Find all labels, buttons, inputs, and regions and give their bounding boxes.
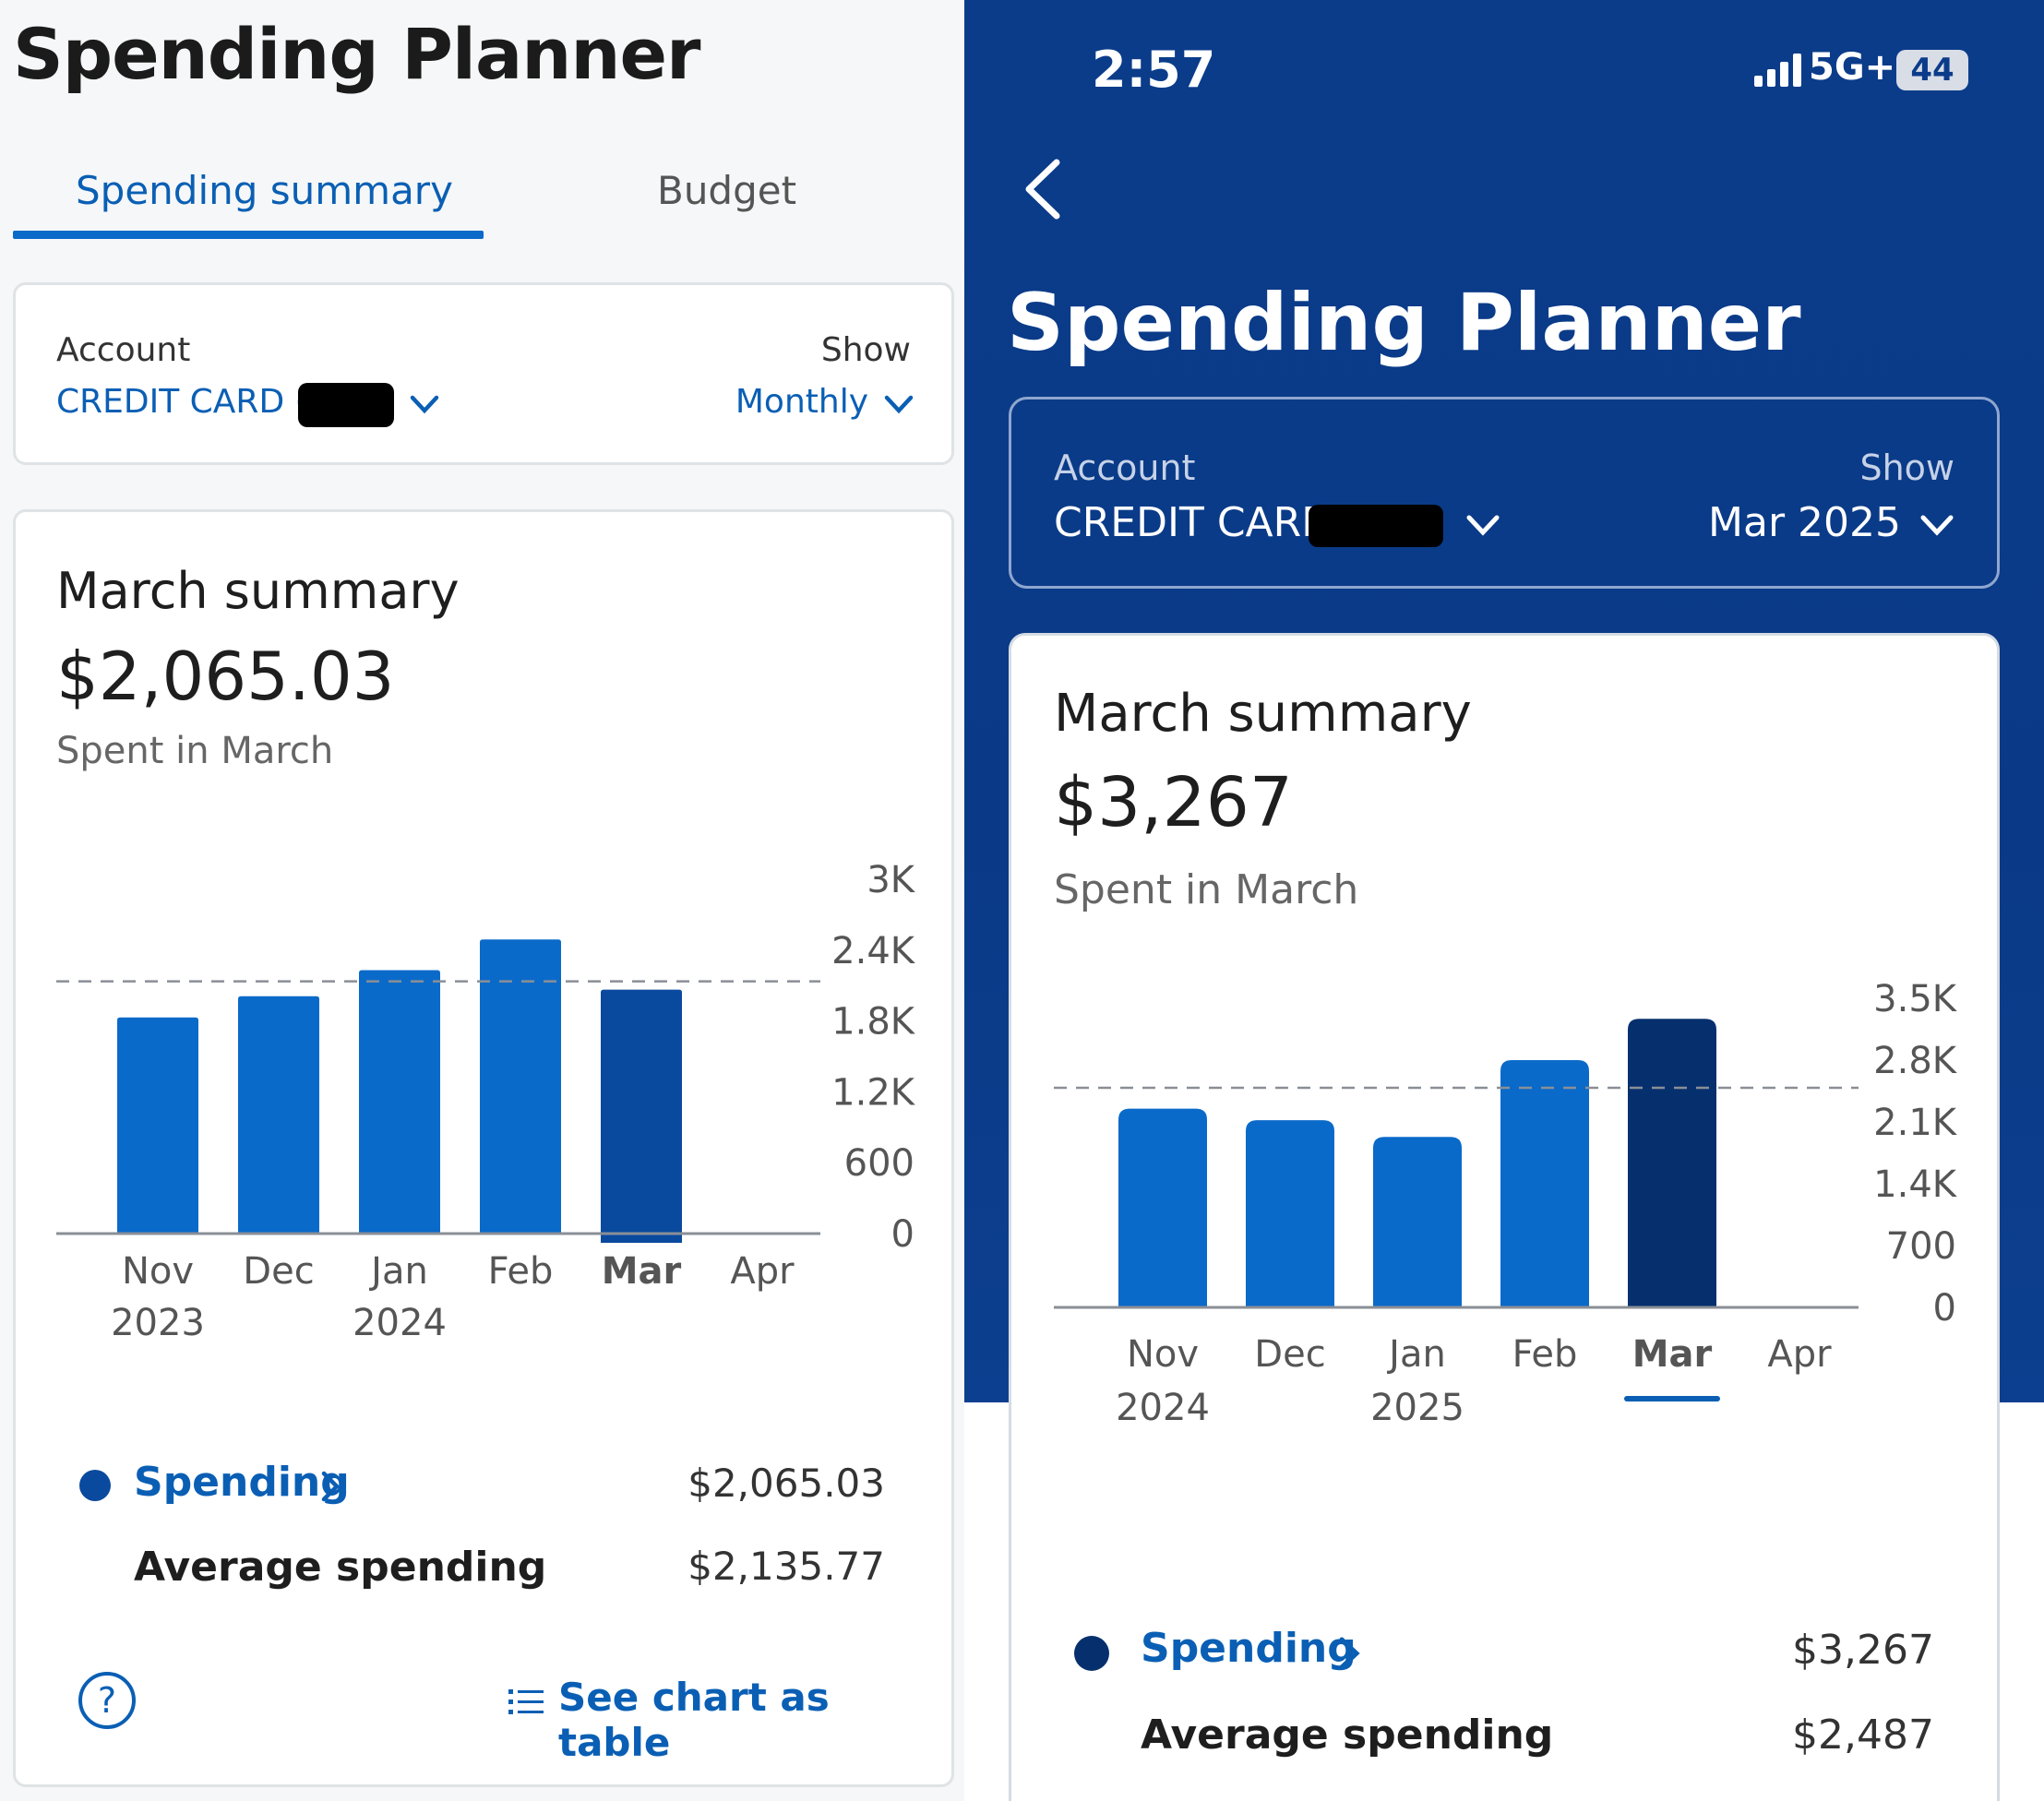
active-tab-indicator — [13, 231, 484, 239]
spending-label: Spending — [1141, 1625, 1357, 1672]
bar-selected — [1628, 1019, 1716, 1307]
chevron-down-icon — [410, 395, 439, 414]
summary-amount: $2,065.03 — [56, 638, 395, 715]
spending-legend-dot — [79, 1470, 111, 1501]
bar — [359, 970, 440, 1234]
y-tick-label: 2.4K — [831, 930, 916, 972]
show-dropdown[interactable]: Mar 2025 — [1678, 499, 1954, 555]
chevron-right-icon — [1339, 1637, 1360, 1670]
y-tick-label: 0 — [1933, 1287, 1956, 1330]
bar-selected — [601, 989, 682, 1243]
spending-bar-chart: 3.5K 2.8K 2.1K 1.4K 700 0 Nov 2024 Dec Jan 2025 Feb… — [1054, 978, 1958, 1429]
chevron-down-icon — [1466, 515, 1500, 536]
x-tick-label: Dec — [1254, 1333, 1325, 1376]
bar — [1118, 1108, 1207, 1307]
account-dropdown[interactable]: CREDIT CARD ( — [1054, 499, 1534, 555]
x-tick-label: Mar — [602, 1250, 682, 1293]
x-tick-label: Nov — [1127, 1333, 1199, 1376]
summary-amount: $3,267 — [1054, 763, 1293, 842]
spending-label: Spending — [134, 1459, 350, 1506]
summary-subtitle: Spent in March — [1054, 866, 1359, 913]
x-tick-label: Feb — [488, 1250, 554, 1293]
average-value: $2,135.77 — [687, 1544, 885, 1589]
account-label: Account — [56, 331, 191, 369]
x-tick-label: Nov — [122, 1250, 194, 1293]
show-label: Show — [820, 331, 911, 369]
average-value: $2,487 — [1792, 1712, 1934, 1759]
question-circle-icon[interactable]: ? — [77, 1670, 137, 1731]
show-value: Mar 2025 — [1708, 499, 1901, 546]
account-value: CREDIT CARD (.. — [56, 383, 329, 421]
bar — [480, 939, 561, 1234]
signal-icon — [1754, 54, 1801, 87]
spending-bar-chart: 3K 2.4K 1.8K 1.2K 600 0 Nov 2023 Dec Jan 2024 Feb Ma… — [56, 859, 916, 1344]
account-dropdown[interactable]: CREDIT CARD (.. — [56, 383, 444, 435]
summary-title: March summary — [1054, 684, 1472, 744]
see-chart-as-table-link[interactable]: See chart as table — [508, 1675, 896, 1765]
x-tick-label: 2024 — [1116, 1387, 1210, 1429]
average-label: Average spending — [134, 1544, 547, 1591]
y-tick-label: 700 — [1886, 1225, 1956, 1268]
bar — [1246, 1120, 1334, 1307]
x-tick-label: Mar — [1632, 1333, 1713, 1376]
summary-subtitle: Spent in March — [56, 730, 334, 772]
y-tick-label: 1.2K — [831, 1071, 916, 1114]
bar — [1373, 1137, 1462, 1307]
mobile-panel: 2:57 5G+ 44 Spending Planner Account CRE… — [964, 0, 2044, 1801]
chevron-down-icon — [884, 395, 914, 414]
average-label: Average spending — [1141, 1712, 1554, 1759]
x-tick-label: 2024 — [353, 1302, 447, 1344]
x-tick-label: Dec — [243, 1250, 314, 1293]
x-tick-label: 2025 — [1370, 1387, 1464, 1429]
filter-card: Account CREDIT CARD ( Show Mar 2025 — [1009, 397, 2000, 589]
chevron-down-icon — [1920, 515, 1954, 536]
tab-budget[interactable]: Budget — [657, 168, 797, 213]
spending-link[interactable]: Spending — [134, 1459, 374, 1514]
y-tick-label: 600 — [844, 1142, 914, 1185]
status-time: 2:57 — [1092, 41, 1216, 99]
x-tick-label: Jan — [368, 1250, 428, 1293]
redaction-mark — [298, 383, 394, 427]
bar — [117, 1017, 198, 1234]
summary-title: March summary — [56, 562, 460, 620]
y-tick-label: 1.8K — [831, 1001, 916, 1044]
page-title: Spending Planner — [1007, 277, 1801, 369]
y-tick-label: 3K — [867, 859, 915, 901]
x-tick-label: Apr — [1767, 1333, 1832, 1376]
bar — [238, 996, 319, 1234]
selected-month-indicator — [1624, 1396, 1720, 1401]
show-dropdown[interactable]: Monthly — [730, 383, 914, 435]
spending-legend-dot — [1074, 1636, 1109, 1671]
y-tick-label: 1.4K — [1873, 1163, 1958, 1206]
list-icon — [508, 1689, 544, 1714]
y-tick-label: 0 — [891, 1213, 914, 1256]
summary-card: March summary $3,267 Spent in March 3.5K… — [1009, 633, 2000, 1801]
y-tick-label: 2.1K — [1873, 1102, 1958, 1144]
summary-card: March summary $2,065.03 Spent in March 3… — [13, 509, 954, 1787]
y-tick-label: 3.5K — [1873, 978, 1958, 1020]
account-label: Account — [1054, 447, 1196, 488]
x-tick-label: Jan — [1386, 1333, 1446, 1376]
y-tick-label: 2.8K — [1873, 1040, 1958, 1082]
chevron-right-icon — [321, 1471, 341, 1502]
x-tick-label: Feb — [1512, 1333, 1578, 1376]
show-value: Monthly — [735, 383, 868, 421]
filter-card: Account CREDIT CARD (.. Show Monthly — [13, 282, 954, 465]
spending-link[interactable]: Spending — [1141, 1625, 1390, 1682]
battery-icon: 44 — [1896, 50, 1968, 90]
page-title: Spending Planner — [13, 13, 700, 95]
x-tick-label: 2023 — [111, 1302, 205, 1344]
see-chart-as-table-label: See chart as table — [558, 1675, 830, 1765]
svg-text:?: ? — [98, 1680, 116, 1721]
tab-spending-summary[interactable]: Spending summary — [76, 168, 453, 213]
redaction-mark — [1309, 505, 1443, 547]
x-tick-label: Apr — [730, 1250, 795, 1293]
bar — [1500, 1060, 1589, 1307]
spending-value: $3,267 — [1792, 1627, 1934, 1674]
network-type: 5G+ — [1809, 46, 1896, 89]
back-icon[interactable] — [1020, 157, 1066, 221]
show-label: Show — [1859, 447, 1954, 488]
spending-value: $2,065.03 — [687, 1461, 885, 1506]
web-panel: Spending Planner Spending summary Budget… — [0, 0, 964, 1801]
